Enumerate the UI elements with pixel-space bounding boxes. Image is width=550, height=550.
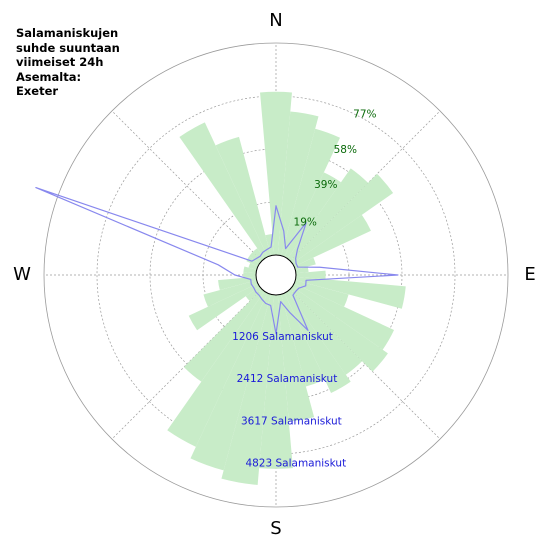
percent-bar <box>295 276 406 309</box>
percent-bars <box>167 91 406 485</box>
percent-bar <box>290 173 394 264</box>
percent-bar <box>287 168 369 261</box>
percent-bar <box>167 291 268 447</box>
percent-bar <box>294 280 349 307</box>
count-line <box>35 186 399 335</box>
percent-bar <box>215 136 271 257</box>
percent-bar <box>281 128 341 257</box>
percent-bar <box>292 283 395 350</box>
percent-bar <box>252 248 265 261</box>
percent-bar <box>221 294 275 485</box>
grid-spoke <box>111 110 263 262</box>
percent-tick-label: 39% <box>314 179 337 191</box>
percent-bar <box>295 266 309 274</box>
percent-bar <box>260 91 292 256</box>
chart-title: Salamaniskujen suhde suuntaan viimeiset 24… <box>16 26 146 99</box>
count-tick-label: 4823 Salamaniskut <box>245 458 346 470</box>
count-tick-label: 2412 Salamaniskut <box>237 373 338 385</box>
percent-bar <box>243 272 257 278</box>
chart-title-line: Exeter <box>16 84 59 98</box>
chart-title-line: suhde suuntaan <box>16 40 120 55</box>
percent-bar <box>277 294 315 422</box>
count-tick-label: 3617 Salamaniskut <box>241 415 342 427</box>
compass-north-label: N <box>269 10 282 31</box>
percent-bar <box>290 286 388 372</box>
percent-tick-label: 58% <box>334 144 357 156</box>
percent-bar <box>245 286 262 302</box>
percent-bar <box>183 289 265 382</box>
percent-bar <box>243 266 257 274</box>
percent-bar <box>248 262 258 270</box>
percent-bar <box>259 294 293 469</box>
percent-tick-label: 77% <box>353 109 376 121</box>
percent-bar <box>218 276 257 291</box>
percent-bar <box>292 214 371 267</box>
percent-bar <box>281 293 325 387</box>
count-tick-label: 1206 Salamaniskut <box>232 331 333 343</box>
grid-spoke <box>111 288 263 440</box>
percent-bar <box>295 270 326 280</box>
percent-bar <box>284 291 351 394</box>
outer-ring <box>43 42 509 508</box>
chart-title-line: Salamaniskujen <box>16 26 119 40</box>
compass-east-label: E <box>524 264 535 285</box>
percent-bar <box>249 251 262 264</box>
chart-title-line: viimeiset 24h <box>16 55 104 69</box>
percent-bar <box>188 283 260 331</box>
compass-south-label: S <box>270 518 281 539</box>
percent-bar <box>179 122 268 259</box>
chart-title-line: Asemalta: <box>16 69 82 84</box>
percent-tick-label: 19% <box>294 216 317 228</box>
percent-bar <box>284 172 341 259</box>
percent-bar <box>246 256 260 267</box>
center-hole <box>255 254 297 296</box>
percent-bar <box>203 280 258 307</box>
grid-spoke <box>289 288 441 440</box>
percent-bar <box>287 289 363 375</box>
percent-bar <box>190 293 271 471</box>
compass-west-label: W <box>13 264 31 285</box>
percent-bar <box>277 111 319 256</box>
